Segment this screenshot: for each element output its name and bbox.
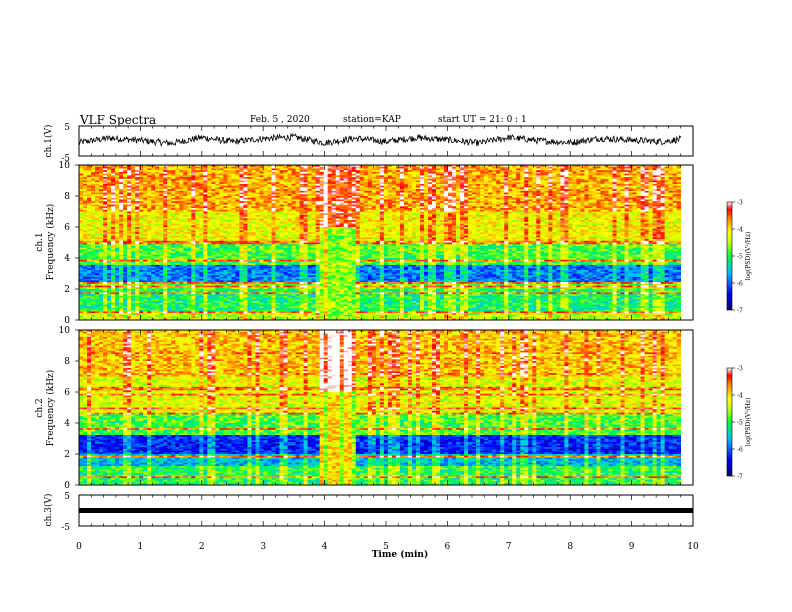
xtick-label-4: 4 bbox=[322, 542, 328, 552]
ch1-spectrogram-ylabel-frequency: Frequency (kHz) bbox=[45, 204, 56, 281]
colorbar-tick--5: -5 bbox=[737, 420, 743, 427]
colorbar-tick--6: -6 bbox=[737, 447, 743, 454]
colorbar-tick--5: -5 bbox=[737, 254, 743, 261]
ch3-waveform-line bbox=[79, 508, 693, 513]
ytick-label-0: 0 bbox=[64, 316, 70, 326]
ch1-spectrogram-ylabel-channel: ch.1 bbox=[35, 232, 45, 251]
colorbar-tick--6: -6 bbox=[737, 281, 743, 288]
ch3-ytick-bottom: -5 bbox=[61, 523, 70, 533]
ytick-label-10: 10 bbox=[59, 161, 71, 171]
ytick-label-4: 4 bbox=[64, 254, 70, 264]
xtick-label-9: 9 bbox=[629, 542, 635, 552]
ytick-label-2: 2 bbox=[64, 450, 70, 460]
ch3-ytick-top: 5 bbox=[64, 492, 70, 502]
xtick-label-6: 6 bbox=[445, 542, 451, 552]
colorbar-tick--7: -7 bbox=[737, 308, 743, 315]
ch1-waveform-line bbox=[78, 132, 682, 147]
ch1-ytick-bottom: -5 bbox=[61, 154, 70, 164]
xtick-label-3: 3 bbox=[260, 542, 266, 552]
xtick-label-2: 2 bbox=[199, 542, 205, 552]
colorbar-tick--7: -7 bbox=[737, 474, 743, 481]
ch1-ylabel: ch.1(V) bbox=[43, 125, 54, 158]
ytick-label-0: 0 bbox=[64, 481, 70, 491]
colorbar-tick--4: -4 bbox=[737, 227, 743, 234]
ch2-spectrogram-image bbox=[79, 330, 682, 486]
ch1-spectrogram-panel: 0 2 4 6 8 10 ch.1 Frequency (kHz) bbox=[35, 161, 694, 326]
x-axis-label: Time (min) bbox=[372, 549, 429, 560]
ch1-waveform-panel: 5 -5 ch.1(V) bbox=[43, 123, 694, 164]
ch3-ylabel: ch.3(V) bbox=[43, 494, 54, 527]
ytick-label-8: 8 bbox=[64, 357, 70, 367]
date-label: Feb. 5 , 2020 bbox=[250, 115, 310, 125]
ytick-label-8: 8 bbox=[64, 192, 70, 202]
colorbar-tick--3: -3 bbox=[737, 366, 743, 373]
xtick-label-7: 7 bbox=[506, 542, 512, 552]
ytick-label-10: 10 bbox=[59, 326, 71, 336]
ch2-colorbar: -3 -4 -5 -6 -7 log(PSD)(V²/Hz) bbox=[726, 366, 752, 481]
xtick-label-5: 5 bbox=[383, 542, 389, 552]
figure-title: VLF Spectra bbox=[80, 113, 156, 127]
xtick-label-10: 10 bbox=[687, 542, 699, 552]
ytick-label-6: 6 bbox=[64, 388, 70, 398]
ch2-colorbar-label: log(PSD)(V²/Hz) bbox=[745, 398, 752, 447]
station-label: station=KAP bbox=[343, 115, 401, 125]
xtick-label-8: 8 bbox=[567, 542, 573, 552]
ch1-ytick-top: 5 bbox=[64, 123, 70, 133]
ch2-spectrogram-ylabel-channel: ch.2 bbox=[35, 398, 45, 417]
ch1-spectrogram-image bbox=[79, 165, 682, 321]
ytick-label-4: 4 bbox=[64, 419, 70, 429]
colorbar-tick--3: -3 bbox=[737, 200, 743, 207]
ch3-waveform-panel: 5 -5 ch.3(V) 0 1 2 3 4 5 6 7 8 9 10 Time (min) bbox=[43, 492, 699, 560]
ch2-spectrogram-ylabel-frequency: Frequency (kHz) bbox=[45, 370, 56, 447]
ytick-label-2: 2 bbox=[64, 285, 70, 295]
colorbar-tick--4: -4 bbox=[737, 393, 743, 400]
start-time-label: start UT = 21: 0 : 1 bbox=[438, 115, 527, 125]
ytick-label-6: 6 bbox=[64, 223, 70, 233]
ch1-colorbar: -3 -4 -5 -6 -7 log(PSD)(V²/Hz) bbox=[726, 200, 752, 315]
ch1-colorbar-label: log(PSD)(V²/Hz) bbox=[745, 232, 752, 281]
xtick-label-0: 0 bbox=[76, 542, 82, 552]
xtick-label-1: 1 bbox=[138, 542, 144, 552]
ch2-spectrogram-panel: 0 2 4 6 8 10 ch.2 Frequency (kHz) bbox=[35, 326, 694, 491]
